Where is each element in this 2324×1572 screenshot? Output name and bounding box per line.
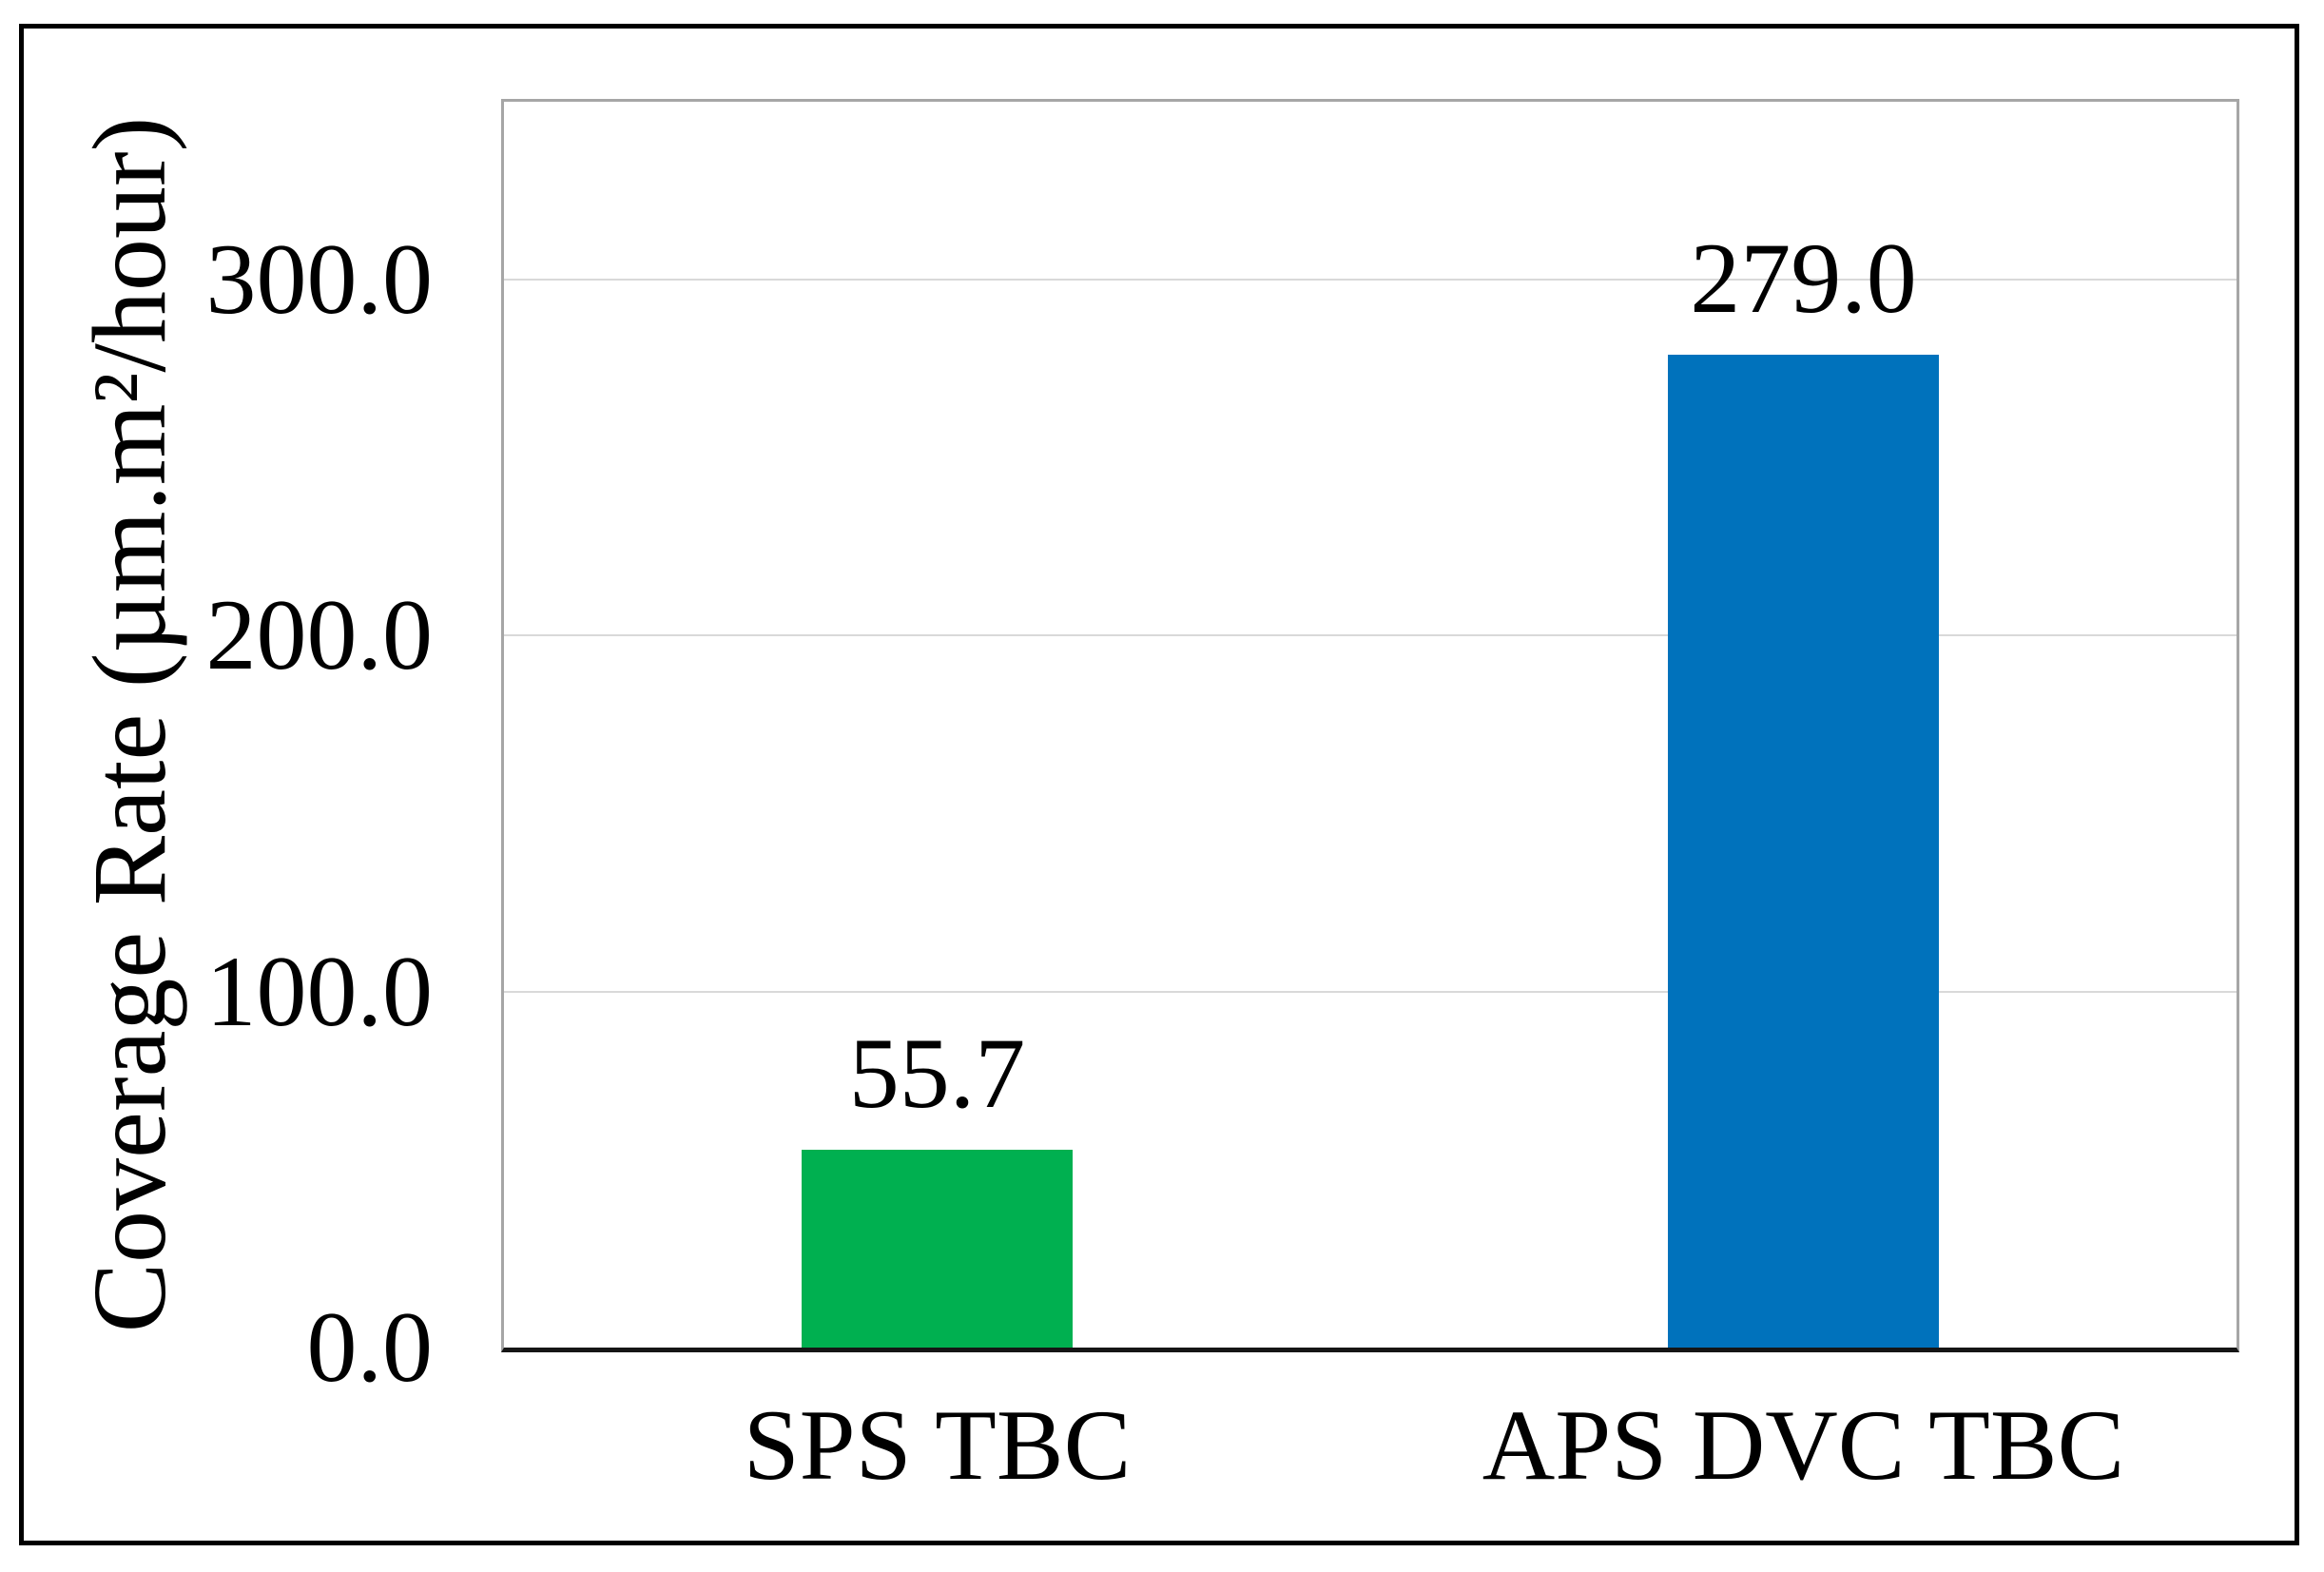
bar-aps-dvc-tbc (1668, 354, 1939, 1348)
y-tick-label-300: 300.0 (205, 223, 434, 336)
figure-border (19, 24, 2299, 1545)
gridline-300 (504, 279, 2237, 281)
plot-area (501, 99, 2239, 1352)
y-tick-label-0: 0.0 (306, 1291, 434, 1403)
y-tick-label-200: 200.0 (205, 579, 434, 691)
bar-sps-tbc (802, 1149, 1073, 1348)
gridline-200 (504, 634, 2237, 637)
x-category-label-sps-tbc: SPS TBC (743, 1389, 1132, 1501)
y-tick-label-100: 100.0 (205, 935, 434, 1047)
bar-value-label-aps-dvc-tbc: 279.0 (1690, 222, 1917, 334)
gridline-100 (504, 990, 2237, 993)
bar-value-label-sps-tbc: 55.7 (848, 1017, 1026, 1129)
x-category-label-aps-dvc-tbc: APS DVC TBC (1482, 1389, 2125, 1501)
